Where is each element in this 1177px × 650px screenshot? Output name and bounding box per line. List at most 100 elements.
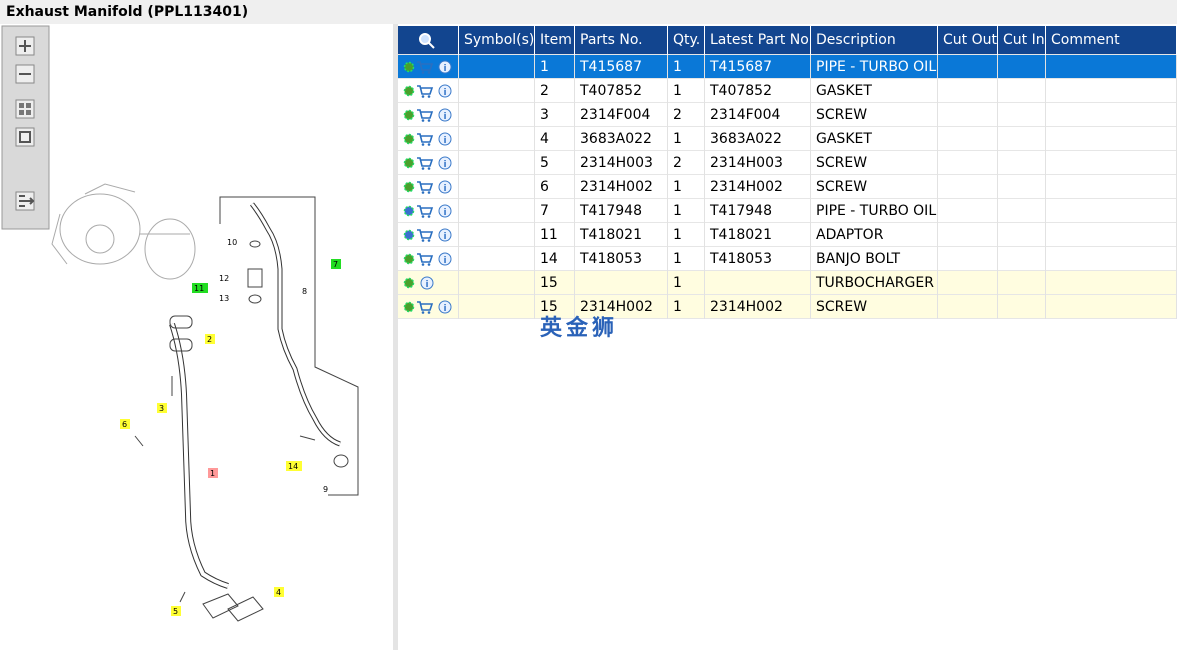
table-row[interactable]: i1T4156871T415687PIPE - TURBO OIL I — [398, 55, 1177, 79]
cell: PIPE - TURBO OIL I — [811, 55, 938, 79]
cell — [459, 295, 535, 319]
table-row[interactable]: i 15 1 TURBOCHARGER — [398, 271, 1177, 295]
cell — [459, 79, 535, 103]
cell — [459, 151, 535, 175]
header-row: Symbol(s)ItemParts No.Qty.Latest Part No… — [398, 26, 1177, 55]
cell — [1046, 103, 1177, 127]
cell: SCREW — [811, 295, 938, 319]
cell: TURBOCHARGER — [811, 271, 938, 295]
column-header[interactable]: Symbol(s) — [459, 26, 535, 55]
cell: T418053 — [705, 247, 811, 271]
cell — [459, 175, 535, 199]
cell — [938, 223, 998, 247]
icons: i — [398, 151, 454, 175]
cell: 3683A022 — [705, 127, 811, 151]
callout-label[interactable]: 2 — [207, 335, 212, 344]
svg-text:i: i — [444, 64, 447, 74]
svg-text:i: i — [444, 256, 447, 266]
callout-label[interactable]: 1 — [210, 469, 215, 478]
callout-label[interactable]: 7 — [333, 260, 338, 269]
row-icons: i — [398, 151, 459, 175]
cell: 2314H003 — [575, 151, 668, 175]
callout-label[interactable]: 9 — [323, 485, 328, 494]
cell: 4 — [535, 127, 575, 151]
table-row[interactable]: i2T4078521T407852GASKET — [398, 79, 1177, 103]
cell: 1 — [668, 271, 705, 295]
column-header[interactable]: Parts No. — [575, 26, 668, 55]
svg-text:i: i — [444, 208, 447, 218]
svg-text:i: i — [426, 280, 429, 290]
cell: T418021 — [705, 223, 811, 247]
callout-label[interactable]: 5 — [173, 607, 178, 616]
cell — [938, 127, 998, 151]
cell: 1 — [668, 127, 705, 151]
cell: SCREW — [811, 175, 938, 199]
svg-text:i: i — [444, 304, 447, 314]
callout-label[interactable]: 10 — [227, 238, 237, 247]
table-row[interactable]: i43683A02213683A022GASKET — [398, 127, 1177, 151]
cell — [938, 199, 998, 223]
diagram: 10 12 13 11 8 7 2 3 1 6 14 9 5 4 — [0, 24, 393, 650]
cell: 6 — [535, 175, 575, 199]
cell: BANJO BOLT — [811, 247, 938, 271]
cell — [1046, 127, 1177, 151]
search-column[interactable] — [398, 26, 459, 55]
diagram-panel: 10 12 13 11 8 7 2 3 1 6 14 9 5 4 — [0, 24, 393, 650]
callout-label[interactable]: 3 — [159, 404, 164, 413]
cell: T417948 — [705, 199, 811, 223]
column-header[interactable]: Cut Out — [938, 26, 998, 55]
callout-label[interactable]: 4 — [276, 588, 281, 597]
cell: 3683A022 — [575, 127, 668, 151]
callout-label[interactable]: 11 — [194, 284, 204, 293]
cell — [998, 151, 1046, 175]
cell: T415687 — [705, 55, 811, 79]
icons: i — [398, 103, 454, 127]
column-header[interactable]: Latest Part No. — [705, 26, 811, 55]
column-header[interactable]: Description — [811, 26, 938, 55]
cell: 11 — [535, 223, 575, 247]
column-header[interactable]: Comment — [1046, 26, 1177, 55]
cell: PIPE - TURBO OIL I — [811, 199, 938, 223]
cell — [1046, 295, 1177, 319]
row-icons: i — [398, 223, 459, 247]
table-row[interactable]: i32314F00422314F004SCREW — [398, 103, 1177, 127]
cell — [459, 103, 535, 127]
cell: GASKET — [811, 127, 938, 151]
cell: 14 — [535, 247, 575, 271]
cell: 15 — [535, 271, 575, 295]
fit[interactable] — [16, 100, 34, 118]
cell — [1046, 223, 1177, 247]
cell: 5 — [535, 151, 575, 175]
cell — [998, 271, 1046, 295]
table-row[interactable]: i14T4180531T418053BANJO BOLT — [398, 247, 1177, 271]
cell — [459, 127, 535, 151]
column-header[interactable]: Cut In — [998, 26, 1046, 55]
row-icons: i — [398, 55, 459, 79]
cell — [938, 271, 998, 295]
row-icons: i — [398, 175, 459, 199]
cell: 2314H003 — [705, 151, 811, 175]
cell: T415687 — [575, 55, 668, 79]
table-row[interactable]: i11T4180211T418021ADAPTOR — [398, 223, 1177, 247]
callout-label[interactable]: 12 — [219, 274, 229, 283]
table-row[interactable]: i52314H00322314H003SCREW — [398, 151, 1177, 175]
icons: i — [398, 223, 454, 247]
cell: 2314F004 — [705, 103, 811, 127]
callout-label[interactable]: 13 — [219, 294, 229, 303]
cell: 2314H002 — [705, 295, 811, 319]
column-header[interactable]: Qty. — [668, 26, 705, 55]
column-header[interactable]: Item — [535, 26, 575, 55]
callout-label[interactable]: 14 — [288, 462, 298, 471]
actual-size[interactable] — [16, 128, 34, 146]
table-row[interactable]: i62314H00212314H002SCREW — [398, 175, 1177, 199]
cell — [998, 175, 1046, 199]
search-icon[interactable] — [417, 31, 435, 49]
cell — [938, 103, 998, 127]
row-icons: i — [398, 199, 459, 223]
table-row[interactable]: i152314H00212314H002SCREW — [398, 295, 1177, 319]
callout-label[interactable]: 6 — [122, 420, 127, 429]
cell — [459, 247, 535, 271]
table-row[interactable]: i7T4179481T417948PIPE - TURBO OIL I — [398, 199, 1177, 223]
callout-label[interactable]: 8 — [302, 287, 307, 296]
